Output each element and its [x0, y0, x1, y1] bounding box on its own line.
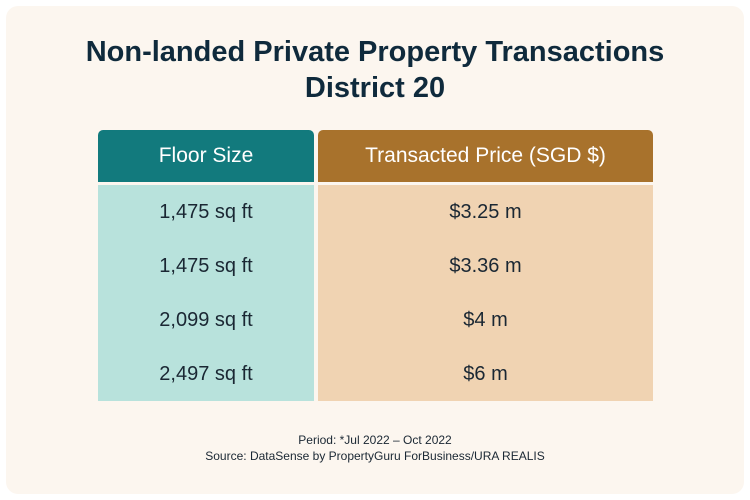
floor-size-cell: 2,099 sq ft [159, 308, 253, 331]
period-note: Period: *Jul 2022 – Oct 2022 [298, 433, 452, 447]
title-line-2: District 20 [304, 72, 446, 104]
page-title: Non-landed Private Property Transactions… [0, 34, 750, 106]
transacted-price-column: $3.25 m $3.36 m $4 m $6 m [318, 185, 653, 401]
price-cell: $3.25 m [449, 200, 522, 223]
footer-notes: Period: *Jul 2022 – Oct 2022 Source: Dat… [0, 432, 750, 464]
price-cell: $3.36 m [449, 254, 522, 277]
header-floor-size: Floor Size [98, 130, 314, 182]
header-transacted-price: Transacted Price (SGD $) [318, 130, 653, 182]
title-line-1: Non-landed Private Property Transactions [85, 36, 665, 68]
floor-size-cell: 1,475 sq ft [159, 200, 253, 223]
floor-size-cell: 2,497 sq ft [159, 362, 253, 385]
floor-size-column: 1,475 sq ft 1,475 sq ft 2,099 sq ft 2,49… [98, 185, 314, 401]
price-cell: $4 m [463, 308, 508, 331]
source-note: Source: DataSense by PropertyGuru ForBus… [205, 449, 545, 463]
floor-size-cell: 1,475 sq ft [159, 254, 253, 277]
price-cell: $6 m [463, 362, 508, 385]
